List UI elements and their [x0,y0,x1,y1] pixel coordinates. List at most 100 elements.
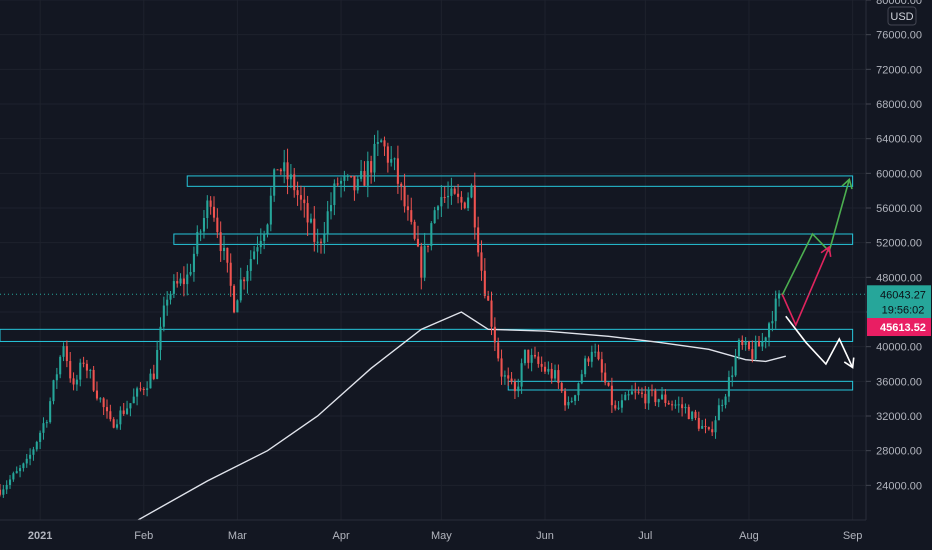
y-tick-label: 32000.00 [876,411,922,423]
candle-body [687,406,690,420]
y-tick-label: 72000.00 [876,64,922,76]
candle-body [604,372,607,383]
time-axis-panel[interactable] [0,520,866,550]
reference-price-tag [867,318,931,337]
candle-body [212,206,216,218]
candle-body [229,262,232,286]
candle-body [507,375,510,379]
x-tick-label: Feb [134,530,153,542]
candle-body [156,349,159,379]
candle-body [661,394,664,400]
candle-body [192,253,195,272]
candle-body [286,162,289,180]
y-tick-label: 56000.00 [876,203,922,215]
candle-body [500,358,503,377]
price-axis-panel[interactable] [866,0,932,550]
candle-body [647,389,650,404]
candle-body [694,411,697,418]
candle-body [637,391,640,393]
scenario-arrowhead [841,177,853,190]
candle-body [691,411,694,420]
candle-body [490,300,493,327]
support-resistance-zones [0,175,854,391]
zone-box[interactable] [186,175,854,187]
scenario-arrowhead [820,245,832,258]
candle-body [724,396,727,405]
candle-body [109,411,112,420]
moving-average-layer [130,311,786,525]
candle-body [343,176,346,181]
x-tick-label: Mar [228,530,247,542]
candle-body [89,369,92,371]
candle-body [269,195,272,225]
scenario-path[interactable] [781,246,830,328]
candle-body [12,473,15,480]
candle-body [717,405,720,421]
candle-body [246,270,249,282]
candle-body [336,183,339,185]
candle-body [744,341,747,346]
candle-body [416,238,419,247]
scenario-path[interactable] [781,179,851,296]
candle-body [35,441,38,450]
candle-body [249,258,252,271]
currency-badge[interactable]: USD [887,6,917,26]
candle-body [540,363,543,367]
candle-body [39,432,42,442]
candle-body [557,370,560,384]
candle-body [263,233,266,241]
candle-body [580,374,583,384]
candle-body [303,199,306,204]
candle-body [503,375,506,377]
candle-body [179,278,182,284]
candle-body [420,246,423,278]
candle-body [727,377,730,397]
candle-body [176,281,179,284]
y-tick-label: 76000.00 [876,30,922,42]
candle-body [169,293,172,300]
candle-body [413,221,416,239]
y-tick-label: 68000.00 [876,99,922,111]
candlestick-series [0,130,784,498]
candle-body [406,206,409,211]
x-tick-label: May [431,530,452,542]
candle-body [483,270,486,296]
candle-body [460,196,463,203]
candle-body [704,425,707,428]
candle-body [574,395,577,401]
candle-body [477,227,480,253]
candle-body [0,489,2,495]
candle-body [139,388,142,390]
candle-body [216,217,219,233]
candle-body [15,471,18,474]
y-tick-label: 60000.00 [876,168,922,180]
x-tick-label: 2021 [28,530,52,542]
candle-body [259,240,262,248]
candle-body [309,218,312,223]
last-price-value: 46043.27 [880,289,926,301]
candle-body [681,404,684,409]
candle-body [376,142,379,144]
candle-body [667,402,670,405]
scenario-arrowhead [843,357,855,369]
y-tick-label: 28000.00 [876,446,922,458]
candle-body [620,400,623,408]
candle-body [333,183,336,206]
y-tick-label: 24000.00 [876,480,922,492]
candle-body [166,299,169,306]
scenario-arrows [781,177,855,369]
candle-body [467,197,470,209]
moving-average-line [130,311,786,525]
candle-body [590,351,593,362]
candle-body [584,358,587,375]
zone-box[interactable] [173,233,854,245]
candle-body [600,359,603,373]
y-tick-label: 48000.00 [876,272,922,284]
candle-body [440,197,443,207]
zone-box[interactable] [0,328,854,342]
scenario-path[interactable] [785,315,854,368]
candle-body [236,300,239,313]
y-tick-label: 52000.00 [876,238,922,250]
candle-body [674,404,677,406]
